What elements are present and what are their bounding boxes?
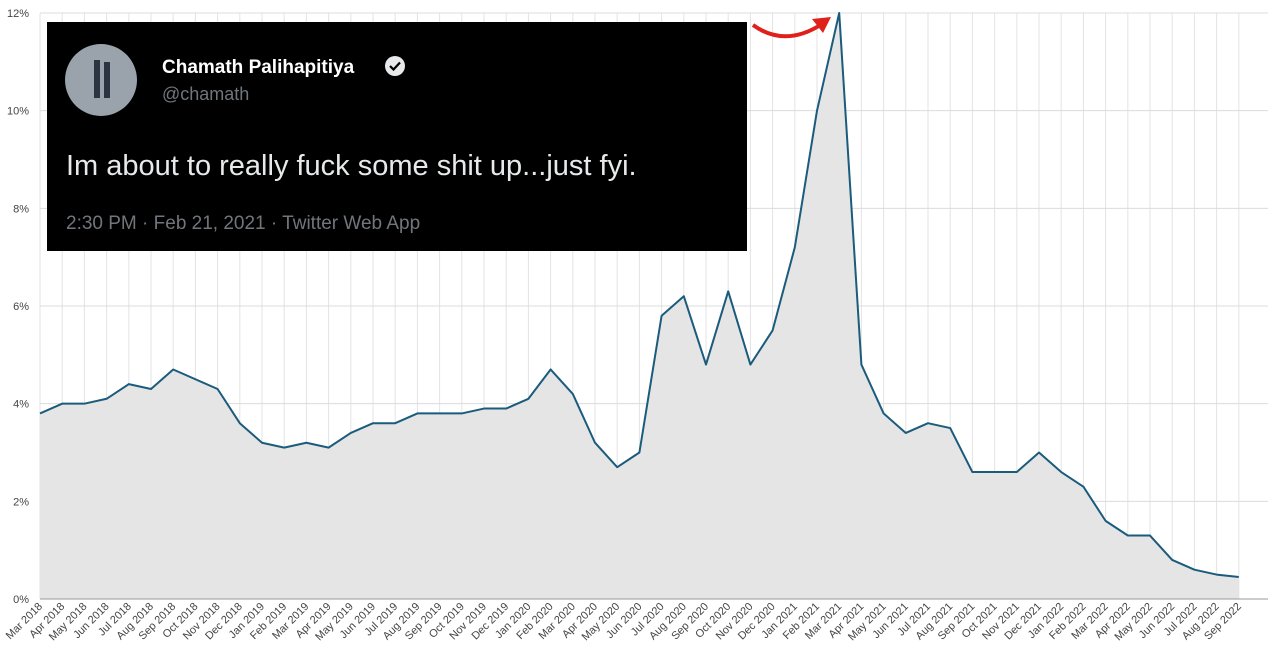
avatar xyxy=(65,44,137,116)
tweet-name: Chamath Palihapitiya xyxy=(162,57,355,78)
annotation-arrow xyxy=(751,17,831,39)
line xyxy=(39,12,1239,579)
y-tick-label: 4% xyxy=(13,399,29,411)
tweet-handle: @chamath xyxy=(162,84,249,104)
avatar-figure xyxy=(104,62,110,98)
y-tick-label: 0% xyxy=(13,594,29,606)
tweet-text: Im about to really fuck some shit up...j… xyxy=(66,150,637,182)
verified-badge xyxy=(385,56,405,76)
y-tick-label: 6% xyxy=(13,301,29,313)
y-tick-label: 12% xyxy=(7,8,29,20)
y-tick-label: 2% xyxy=(13,496,29,508)
tweet-timestamp: 2:30 PM · Feb 21, 2021 · Twitter Web App xyxy=(66,213,420,234)
area-fill xyxy=(40,13,1239,599)
tweet-card: Chamath Palihapitiya @chamath Im about t… xyxy=(47,22,747,251)
y-tick-label: 8% xyxy=(13,203,29,215)
y-tick-label: 10% xyxy=(7,106,29,118)
avatar-figure xyxy=(94,60,100,98)
